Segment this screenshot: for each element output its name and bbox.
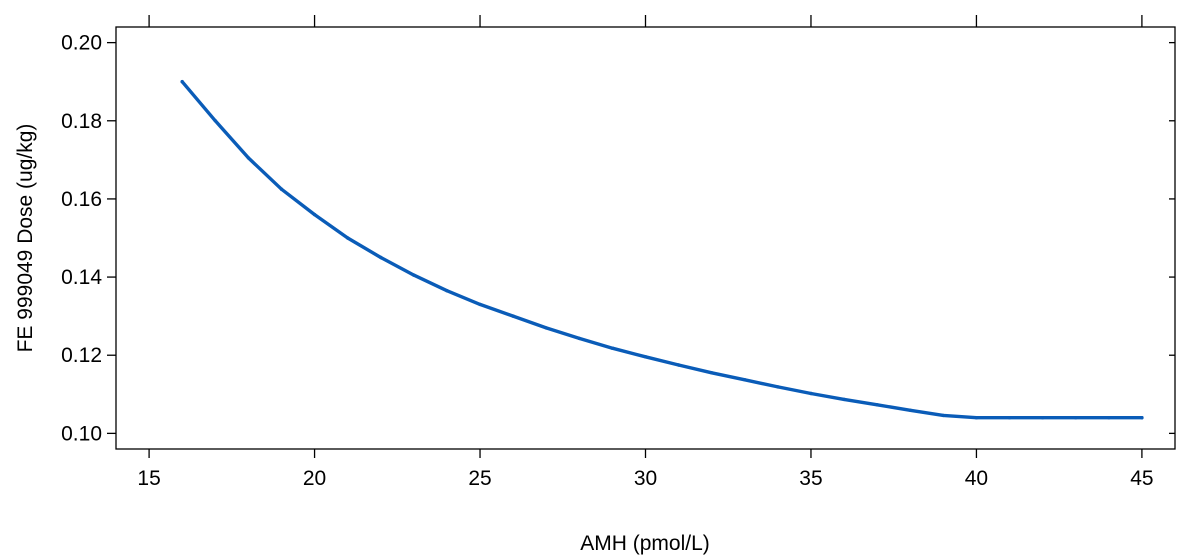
- data-point: [180, 80, 184, 84]
- data-point: [279, 187, 284, 191]
- x-tick-label: 40: [965, 467, 988, 490]
- x-tick-label: 20: [303, 467, 326, 490]
- data-point: [643, 355, 648, 359]
- data-point: [379, 255, 383, 260]
- data-point: [776, 385, 780, 389]
- data-point: [246, 156, 251, 160]
- plot-frame: [115, 26, 1176, 450]
- data-point: [577, 336, 581, 341]
- data-point: [1074, 416, 1078, 420]
- data-point: [346, 236, 350, 240]
- data-point: [610, 346, 615, 350]
- data-point: [842, 397, 846, 402]
- series-line: [180, 79, 1144, 420]
- data-point: [1007, 416, 1012, 420]
- data-point: [478, 302, 482, 307]
- y-tick-label: 0.20: [61, 32, 102, 55]
- data-point: [710, 371, 714, 375]
- data-point: [908, 408, 912, 412]
- data-point: [445, 289, 449, 293]
- y-tick-label: 0.12: [61, 344, 102, 367]
- data-point: [1040, 416, 1045, 420]
- data-point: [941, 413, 945, 418]
- x-axis: 15 20 25 30 35 40 45: [137, 15, 1154, 490]
- y-axis: 0.10 0.12 0.14 0.16 0.18 0.20: [61, 32, 1175, 445]
- y-axis-title: FE 999049 Dose (ug/kg): [14, 124, 37, 353]
- data-point: [511, 314, 515, 318]
- data-point: [809, 391, 813, 396]
- series-layer: [180, 79, 1144, 420]
- data-point: [213, 119, 217, 123]
- x-tick-label: 15: [137, 467, 160, 490]
- y-tick-label: 0.16: [61, 188, 102, 211]
- x-tick-label: 30: [634, 467, 657, 490]
- data-point: [743, 378, 747, 382]
- data-point: [1140, 416, 1144, 420]
- x-tick-label: 45: [1130, 467, 1153, 490]
- data-point: [412, 273, 416, 277]
- data-point: [676, 363, 681, 367]
- x-tick-label: 25: [468, 467, 491, 490]
- data-point: [1107, 416, 1111, 420]
- data-point: [544, 326, 548, 330]
- x-axis-title: AMH (pmol/L): [580, 532, 710, 555]
- y-tick-label: 0.14: [61, 266, 102, 289]
- y-tick-label: 0.10: [61, 422, 102, 445]
- data-point: [974, 416, 979, 420]
- x-tick-label: 35: [799, 467, 822, 490]
- y-tick-label: 0.18: [61, 110, 102, 133]
- data-point: [875, 403, 879, 407]
- data-point: [312, 212, 317, 217]
